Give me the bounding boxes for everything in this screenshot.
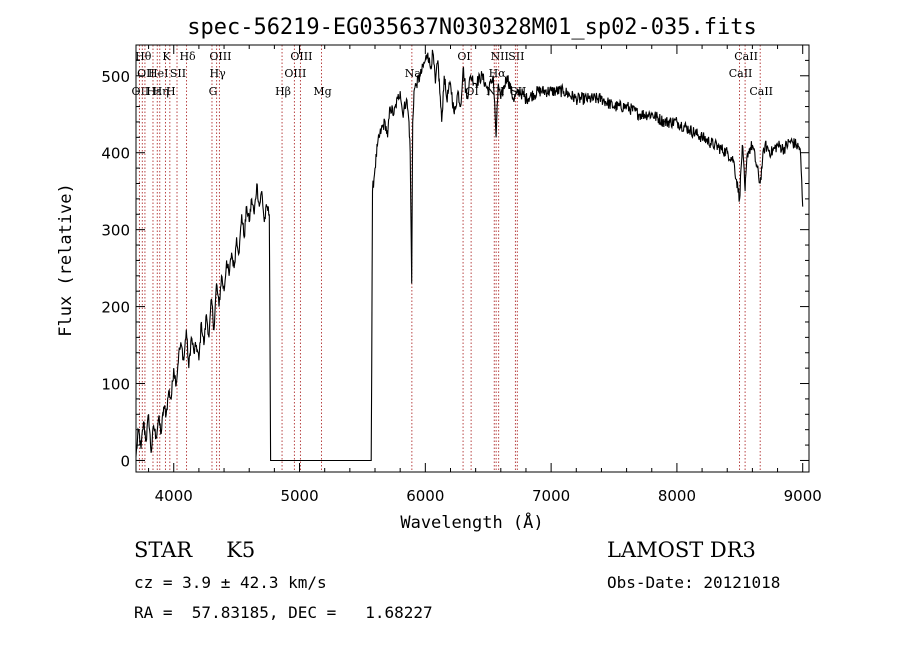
spectral-line-label: OIII [284, 67, 306, 80]
spectral-line-label: CaII [729, 67, 753, 80]
spectrum-series-line [135, 49, 804, 462]
x-tick-label: 9000 [784, 487, 822, 505]
spectral-line-label: SII [508, 50, 524, 63]
spectral-line-label: OIII [290, 50, 312, 63]
spectral-line-label: K [162, 50, 171, 63]
axis-ticks: 4000 5000 6000 7000 8000 9000 0 100 200 300 400 500 [101, 45, 822, 505]
class-label: STAR [134, 538, 193, 562]
spectral-line-label: CaII [749, 85, 773, 98]
x-tick-label: 7000 [532, 487, 570, 505]
obs-date: Obs-Date: 20121018 [607, 573, 781, 592]
x-tick-label: 6000 [406, 487, 444, 505]
spectral-line-label: H [166, 85, 176, 98]
object-class: STAR K5 [134, 538, 255, 562]
y-tick-label: 300 [101, 222, 130, 240]
y-axis-label: Flux (relative) [56, 183, 76, 337]
subclass-label: K5 [226, 538, 256, 562]
y-tick-label: 500 [101, 68, 130, 86]
chart-title: spec-56219-EG035637N030328M01_sp02-035.f… [187, 15, 757, 40]
spectral-line-label: NII [491, 50, 509, 63]
spectral-line-label: G [209, 85, 218, 98]
spectral-line-label: CaII [734, 50, 758, 63]
coordinates-line: RA = 57.83185, DEC = 1.68227 [134, 603, 433, 622]
spectral-line-label: HeI [148, 67, 168, 80]
x-tick-label: 4000 [155, 487, 193, 505]
spectral-lines-layer: OIIHθOIIHεHeIHηKHSIIHδGHγOIIIHβOIIIOIIIM… [132, 45, 773, 472]
y-tick-label: 0 [120, 452, 130, 470]
y-tick-label: 200 [101, 299, 130, 317]
spectral-line-label: Hβ [275, 85, 291, 98]
spectral-line-label: SII [170, 67, 186, 80]
redshift-line: cz = 3.9 ± 42.3 km/s [134, 573, 327, 592]
spectral-line-label: OIII [209, 50, 231, 63]
spectral-line-label: Hη [153, 85, 169, 98]
spectral-line-label: Hγ [210, 67, 227, 80]
spectral-line-label: Hθ [135, 50, 152, 63]
x-tick-label: 8000 [658, 487, 696, 505]
spectral-line-label: OI [457, 50, 470, 63]
x-tick-label: 5000 [280, 487, 318, 505]
spectral-line-label: Hε [146, 85, 162, 98]
spectral-line-label: Mg [313, 85, 331, 98]
y-tick-label: 400 [101, 145, 130, 163]
x-axis-label: Wavelength (Å) [400, 511, 543, 533]
spectral-line-label: Hα [489, 67, 507, 80]
survey-name: LAMOST DR3 [607, 538, 756, 562]
spectral-line-label: Hδ [179, 50, 196, 63]
plot-frame [135, 44, 810, 473]
y-tick-label: 100 [101, 376, 130, 394]
spectral-line-label: OII [137, 67, 155, 80]
